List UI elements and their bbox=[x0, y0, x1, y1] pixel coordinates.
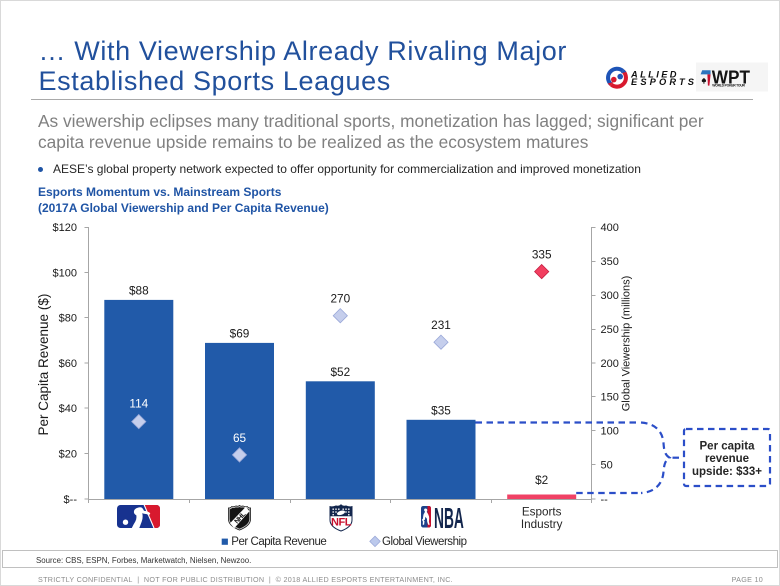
svg-text:upside: $33+: upside: $33+ bbox=[692, 466, 762, 478]
svg-text:--: -- bbox=[601, 494, 609, 506]
svg-text:100: 100 bbox=[601, 426, 619, 438]
svg-text:ESPORTS: ESPORTS bbox=[631, 77, 695, 87]
svg-text:WPT: WPT bbox=[712, 67, 750, 88]
svg-text:Industry: Industry bbox=[521, 518, 563, 531]
svg-text:WORLD POKER TOUR: WORLD POKER TOUR bbox=[712, 83, 745, 87]
svg-text:$60: $60 bbox=[59, 358, 77, 370]
svg-text:Global Viewership: Global Viewership bbox=[382, 536, 467, 548]
svg-text:$100: $100 bbox=[53, 267, 77, 279]
svg-text:revenue: revenue bbox=[705, 453, 749, 465]
svg-text:65: 65 bbox=[233, 431, 247, 445]
svg-text:Esports: Esports bbox=[522, 505, 562, 518]
svg-text:350: 350 bbox=[601, 256, 619, 268]
svg-text:Per Capita Revenue: Per Capita Revenue bbox=[231, 536, 326, 548]
svg-text:$2: $2 bbox=[535, 473, 548, 487]
svg-text:114: 114 bbox=[129, 397, 148, 411]
svg-text:$120: $120 bbox=[53, 222, 77, 234]
svg-text:335: 335 bbox=[532, 248, 552, 262]
svg-text:231: 231 bbox=[431, 318, 451, 332]
svg-text:$69: $69 bbox=[230, 327, 250, 341]
svg-text:NBA: NBA bbox=[434, 501, 464, 534]
svg-text:$40: $40 bbox=[59, 403, 77, 415]
svg-text:200: 200 bbox=[601, 358, 619, 370]
svg-text:ALLIED: ALLIED bbox=[630, 70, 677, 80]
svg-text:$52: $52 bbox=[330, 365, 350, 379]
svg-text:50: 50 bbox=[601, 460, 613, 472]
svg-text:$20: $20 bbox=[59, 448, 77, 460]
svg-text:Global Viewership (millions): Global Viewership (millions) bbox=[621, 276, 633, 412]
svg-text:$88: $88 bbox=[129, 284, 149, 298]
svg-text:150: 150 bbox=[601, 392, 619, 404]
svg-text:$--: $-- bbox=[64, 494, 78, 506]
svg-text:Per Capita Revenue ($): Per Capita Revenue ($) bbox=[36, 294, 51, 436]
svg-text:$35: $35 bbox=[431, 403, 451, 417]
svg-text:250: 250 bbox=[601, 324, 619, 336]
svg-text:270: 270 bbox=[330, 291, 350, 305]
svg-text:NFL: NFL bbox=[331, 517, 352, 529]
svg-text:400: 400 bbox=[601, 222, 619, 234]
svg-text:$80: $80 bbox=[59, 313, 77, 325]
svg-text:300: 300 bbox=[601, 290, 619, 302]
svg-text:Per capita: Per capita bbox=[700, 440, 756, 452]
